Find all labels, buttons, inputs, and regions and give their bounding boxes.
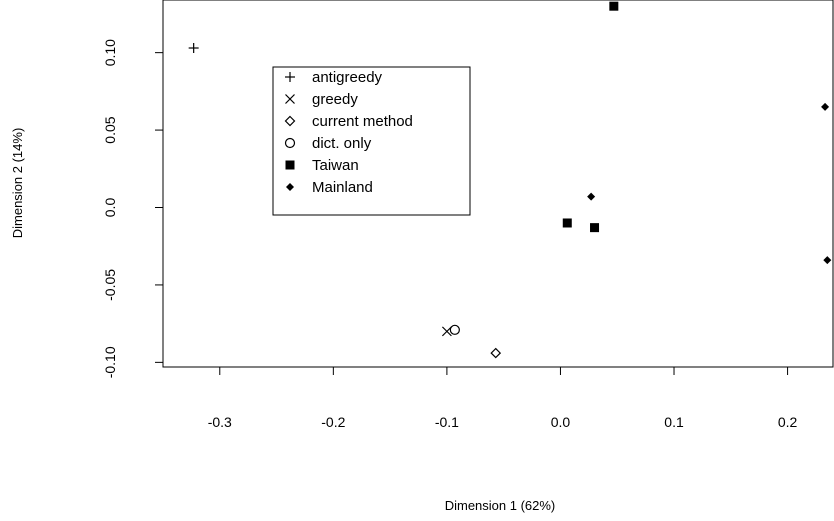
x-tick-label: 0.2 [778, 414, 798, 430]
legend-symbol [285, 160, 295, 170]
x-tick-label: -0.1 [435, 414, 459, 430]
legend-box [272, 66, 471, 216]
point-taiwan [609, 1, 619, 11]
point-mainland [587, 192, 596, 201]
x-axis: -0.3 -0.2 -0.1 0.0 0.1 0.2 [208, 367, 798, 430]
y-axis: -0.10 -0.05 0.0 0.05 0.10 [102, 39, 163, 378]
point-taiwan [562, 218, 572, 228]
point-dict-only [449, 324, 460, 335]
point-antigreedy [188, 43, 199, 54]
data-points [188, 1, 832, 359]
x-tick-label: 0.1 [664, 414, 684, 430]
legend-symbol [284, 137, 296, 149]
y-tick-label: 0.10 [102, 39, 118, 66]
legend-symbol [286, 183, 294, 191]
legend-symbol [285, 72, 295, 82]
legend-label: Taiwan [312, 157, 359, 174]
y-tick-label: 0.0 [102, 198, 118, 218]
x-tick-label: -0.3 [208, 414, 232, 430]
legend-label: greedy [312, 91, 358, 108]
legend-label: dict. only [312, 135, 372, 152]
point-greedy [441, 326, 452, 337]
legend-symbol [285, 94, 295, 104]
x-tick-label: 0.0 [551, 414, 571, 430]
legend-label: antigreedy [312, 69, 383, 86]
plot-frame [162, 0, 834, 368]
y-tick-label: -0.10 [102, 346, 118, 378]
x-axis-title: Dimension 1 (62%) [445, 498, 556, 513]
y-axis-title: Dimension 2 (14%) [10, 128, 25, 239]
legend-label: Mainland [312, 179, 373, 196]
point-current-method [490, 347, 502, 359]
legend-label: current method [312, 113, 413, 130]
legend-symbol [284, 115, 296, 127]
legend: antigreedy greedy current method dict. only… [272, 66, 471, 216]
point-mainland [823, 256, 832, 265]
y-tick-label: -0.05 [102, 269, 118, 301]
point-mainland [821, 102, 830, 111]
x-tick-label: -0.2 [321, 414, 345, 430]
y-tick-label: 0.05 [102, 116, 118, 143]
point-taiwan [590, 223, 600, 233]
